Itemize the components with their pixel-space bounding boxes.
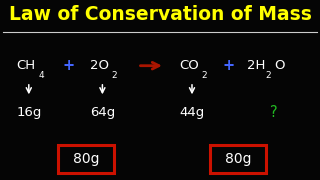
- Text: 4: 4: [38, 71, 44, 80]
- Text: 2: 2: [112, 71, 117, 80]
- Text: 80g: 80g: [225, 152, 252, 166]
- Text: 2: 2: [201, 71, 207, 80]
- Text: 2H: 2H: [247, 59, 265, 72]
- Text: CO: CO: [179, 59, 199, 72]
- Text: 44g: 44g: [180, 106, 204, 119]
- Text: CH: CH: [16, 59, 35, 72]
- Bar: [59, 145, 115, 173]
- Text: ?: ?: [270, 105, 277, 120]
- Text: 2: 2: [265, 71, 271, 80]
- Text: 64g: 64g: [90, 106, 115, 119]
- Text: Law of Conservation of Mass: Law of Conservation of Mass: [9, 5, 311, 24]
- Bar: [211, 145, 266, 173]
- Text: O: O: [274, 59, 284, 72]
- Text: 2O: 2O: [90, 59, 109, 72]
- Text: 80g: 80g: [73, 152, 100, 166]
- Text: +: +: [63, 58, 75, 73]
- Text: 16g: 16g: [16, 106, 42, 119]
- Text: +: +: [223, 58, 235, 73]
